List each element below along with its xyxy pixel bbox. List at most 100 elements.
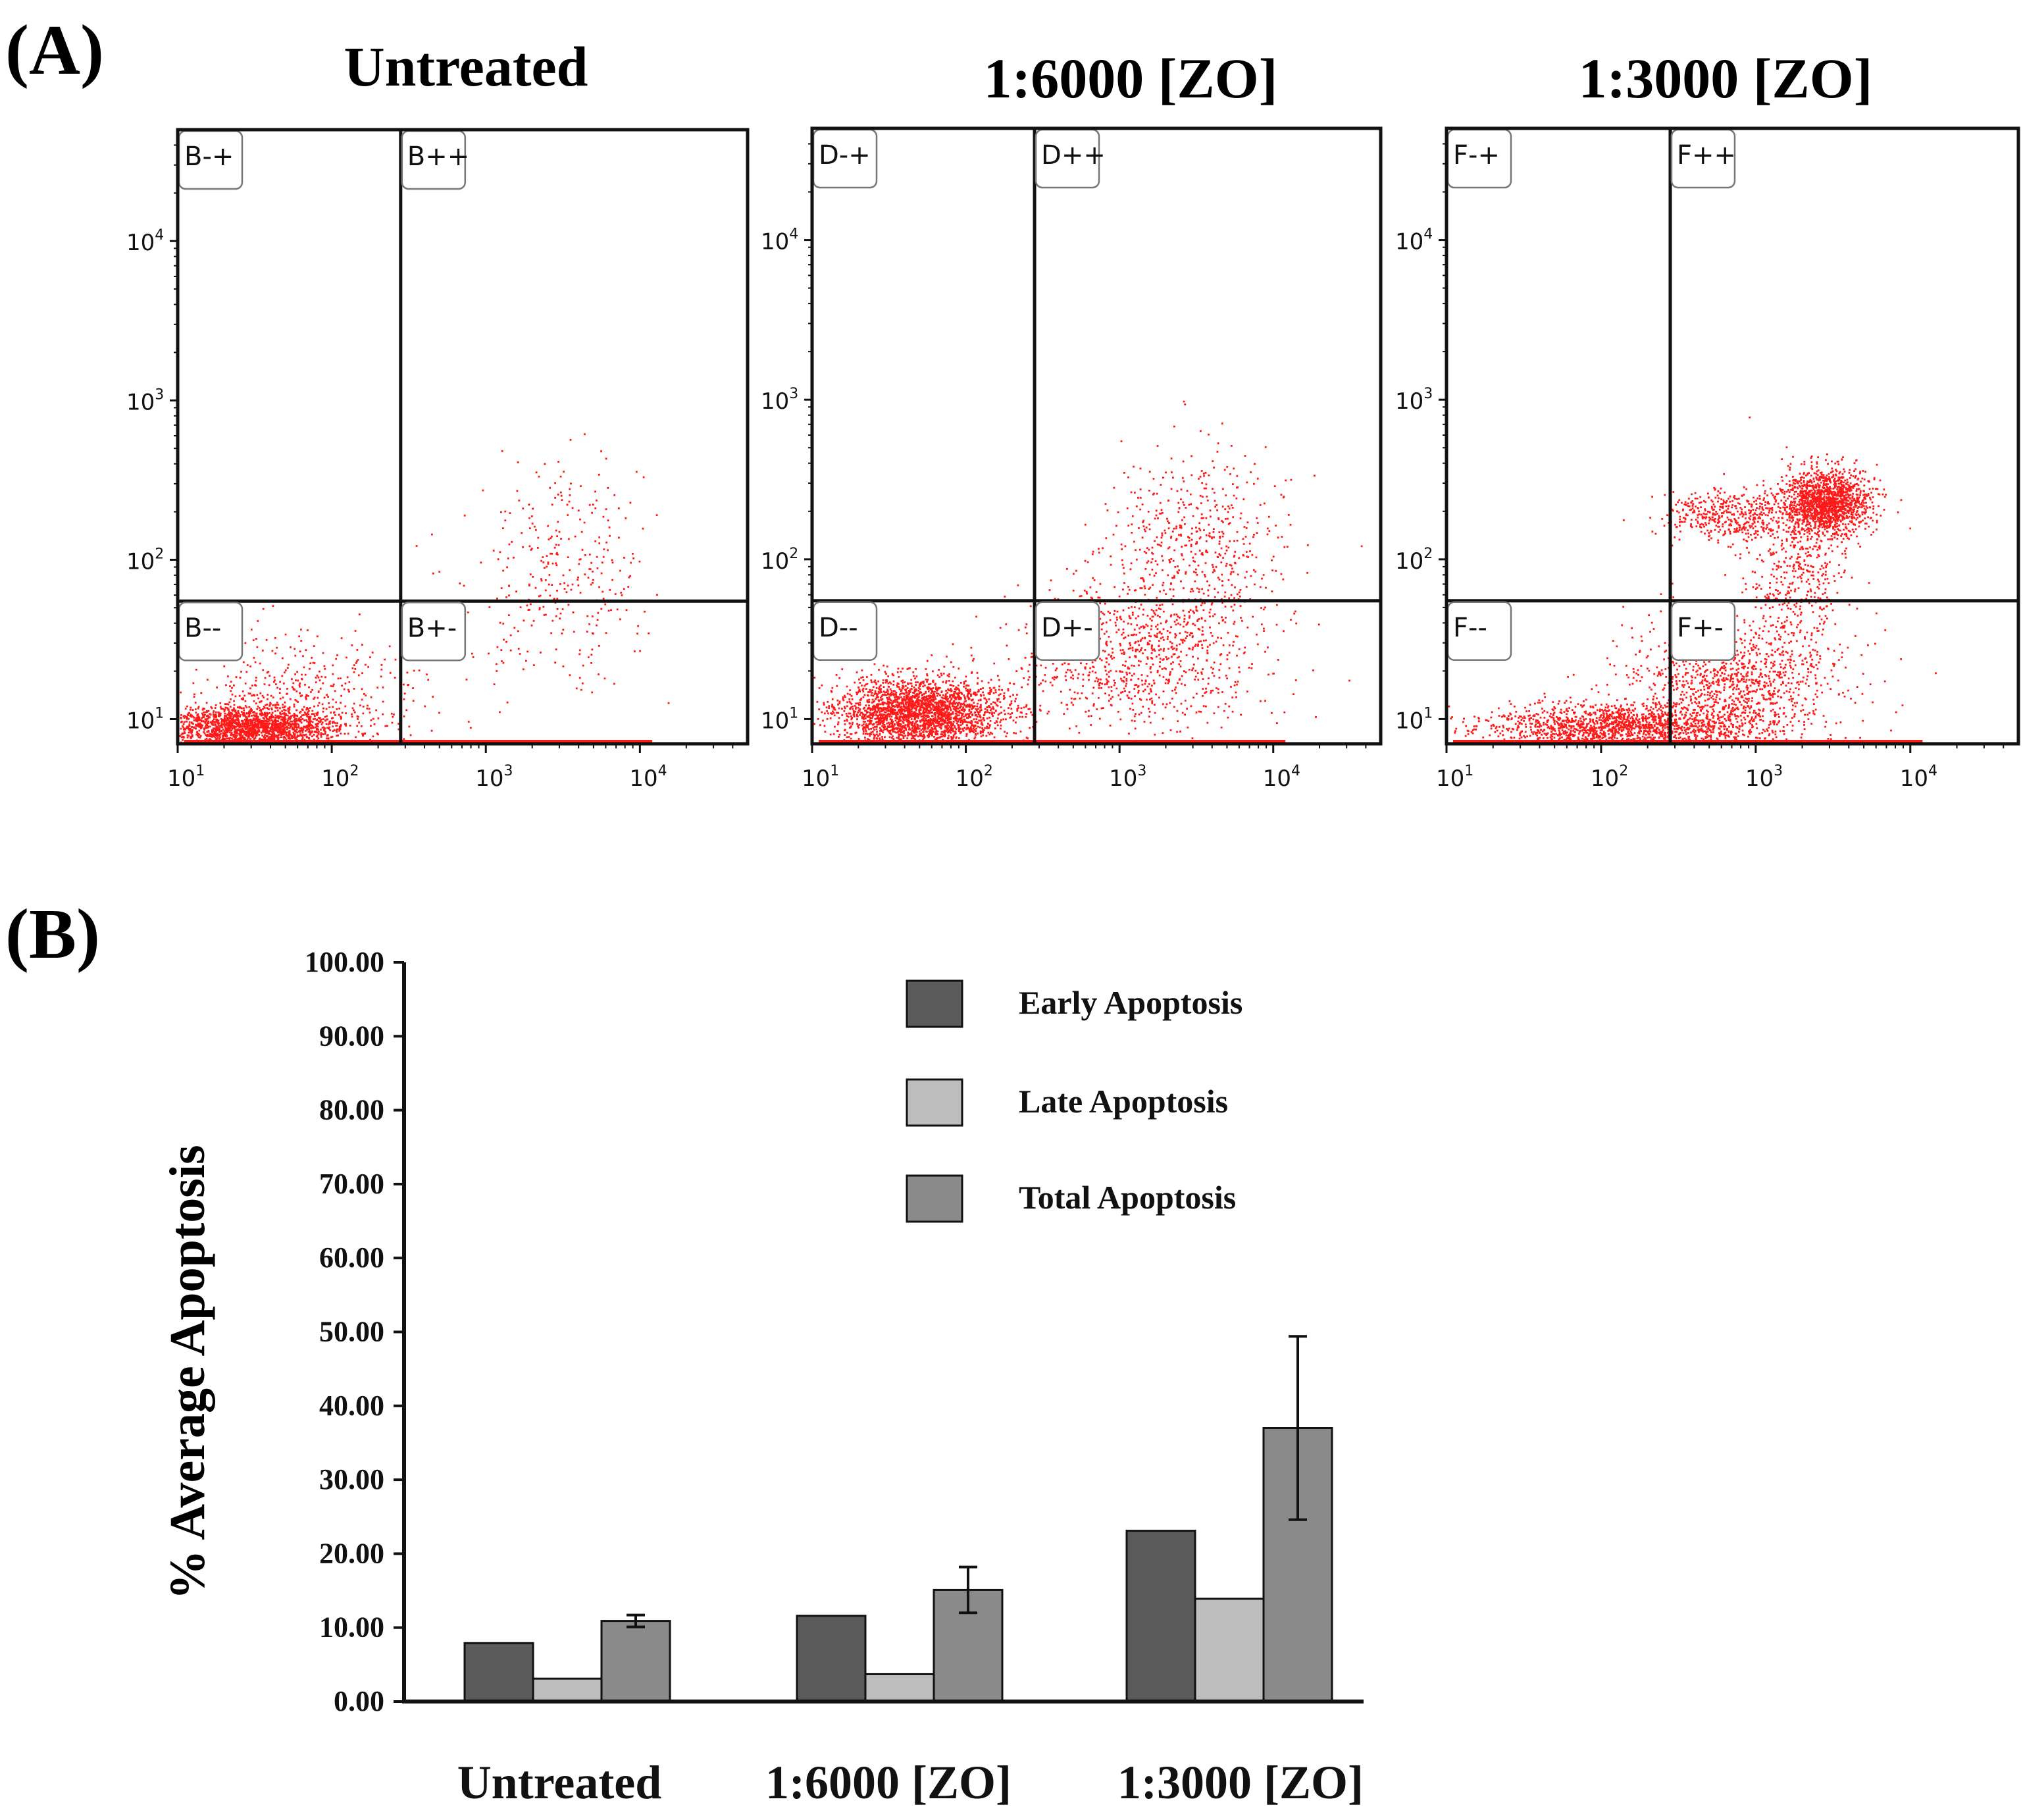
y-axis-label: % Average Apoptosis [160,1145,215,1599]
dot-plot-1-3000: 1:3000 [ZO] F-+ F++ F-- F+- 101101102102… [1395,47,2020,792]
x-tick-exponent: 2 [349,763,359,779]
axis-events-strip [1453,740,1923,742]
plot-frame [810,126,1383,746]
event-dots [813,400,1363,744]
data-points [813,400,1363,744]
legend-swatch [906,979,963,1028]
data-points [179,433,670,744]
y-tick-label: 90.00 [319,1020,384,1052]
data-points [1448,416,1937,744]
y-tick-label: 30.00 [319,1463,384,1495]
x-tick-exponent: 1 [195,763,205,779]
quadrant-label-box [1670,601,1736,662]
legend: Early Apoptosis Late Apoptosis Total Apopt… [906,979,1242,1223]
quadrant-label-upper-right: B++ [407,142,469,172]
y-tick-label: 103 [761,386,798,415]
x-tick-exponent: 3 [504,763,513,779]
x-tick-label: 104 [1263,763,1300,792]
y-tick-exponent: 2 [1423,546,1433,562]
quadrant-label-box [401,602,467,662]
axis-events-strip [184,740,652,742]
panel-a-label: (A) [5,11,104,90]
quadrant-label-upper-left: D-+ [819,140,871,170]
x-category-label: 1:6000 [ZO] [765,1756,1012,1809]
x-category-label: 1:3000 [ZO] [1117,1756,1364,1809]
x-tick-label: 101 [802,763,839,792]
panel-b-label: (B) [5,895,100,974]
y-tick-exponent: 4 [155,227,164,244]
quadrant-gate [178,130,748,744]
y-tick-exponent: 1 [155,705,164,721]
plot-title: 1:6000 [ZO] [984,47,1278,110]
x-tick-exponent: 1 [830,763,839,779]
x-tick-exponent: 3 [1774,763,1783,779]
plot-frame [176,128,750,746]
plot-title: Untreated [344,35,588,98]
y-tick-label: 101 [126,705,164,734]
y-tick-label: 20.00 [319,1537,384,1569]
quadrant-label-upper-right: F++ [1677,140,1736,170]
y-tick-label: 80.00 [319,1094,384,1126]
x-category-label: Untreated [457,1756,662,1809]
y-tick-label: 100.00 [305,946,384,978]
legend-swatch [906,1078,963,1127]
y-tick-label: 10.00 [319,1611,384,1644]
y-tick-exponent: 3 [155,386,164,403]
x-tick-label: 104 [629,763,667,792]
quadrant-label-lower-right: F+- [1677,613,1724,643]
quadrant-label-lower-left: B-- [184,613,221,643]
quadrant-label-lower-right: B+- [407,613,457,643]
bar-early-apoptosis [463,1642,534,1703]
quadrant-gate [1447,128,2018,744]
quadrant-label-box [1035,601,1100,662]
plot-frame [1445,126,2020,746]
y-tick-exponent: 4 [1423,226,1433,243]
event-dots [179,433,670,744]
bar-early-apoptosis [796,1615,867,1703]
bar-late-apoptosis [532,1677,603,1703]
dot-plot-untreated: Untreated B-+ B++ B-- B+- 10110110210210… [126,35,750,792]
x-tick-exponent: 2 [984,763,993,779]
x-tick-exponent: 3 [1137,763,1146,779]
axis-events-strip [819,740,1286,742]
plot-title: 1:3000 [ZO] [1579,47,1873,110]
x-tick-exponent: 4 [1928,763,1937,779]
x-tick-exponent: 4 [1291,763,1300,779]
y-tick-label: 50.00 [319,1316,384,1348]
x-tick-exponent: 2 [1619,763,1628,779]
bar-late-apoptosis [1194,1598,1265,1703]
event-dots [1448,416,1937,744]
x-tick-exponent: 4 [658,763,667,779]
quadrant-label-upper-left: B-+ [184,142,234,172]
legend-label: Late Apoptosis [1019,1083,1228,1120]
x-tick-label: 102 [1591,763,1628,792]
y-tick-exponent: 3 [1423,386,1433,402]
y-tick-exponent: 3 [789,386,798,402]
legend-label: Early Apoptosis [1019,984,1242,1021]
y-tick-exponent: 4 [789,226,798,243]
y-tick-label: 70.00 [319,1168,384,1200]
y-tick-exponent: 2 [789,546,798,562]
y-tick-label: 0.00 [334,1685,384,1717]
y-tick-exponent: 2 [155,546,164,562]
legend-swatch [906,1174,963,1223]
legend-label: Total Apoptosis [1019,1179,1236,1216]
y-tick-exponent: 1 [1423,705,1433,721]
x-tick-label: 101 [1436,763,1473,792]
dot-plot-1-6000: 1:6000 [ZO] D-+ D++ D-- D+- 101101102102… [761,47,1383,792]
quadrant-label-lower-right: D+- [1041,613,1093,643]
quadrant-label-lower-left: D-- [819,613,858,643]
x-tick-exponent: 1 [1464,763,1473,779]
bar-early-apoptosis [1125,1530,1196,1703]
bar-chart: % Average Apoptosis 0.00 10.00 20.00 30.00 4… [160,946,1364,1809]
bar-total-apoptosis [600,1620,671,1703]
bar-late-apoptosis [864,1673,935,1703]
quadrant-label-upper-left: F-+ [1453,140,1500,170]
quadrant-label-lower-left: F-- [1453,613,1487,643]
quadrant-label-upper-right: D++ [1041,140,1106,170]
y-tick-label: 60.00 [319,1241,384,1274]
quadrant-gate [812,128,1381,744]
y-tick-label: 40.00 [319,1390,384,1422]
y-tick-exponent: 1 [789,705,798,721]
